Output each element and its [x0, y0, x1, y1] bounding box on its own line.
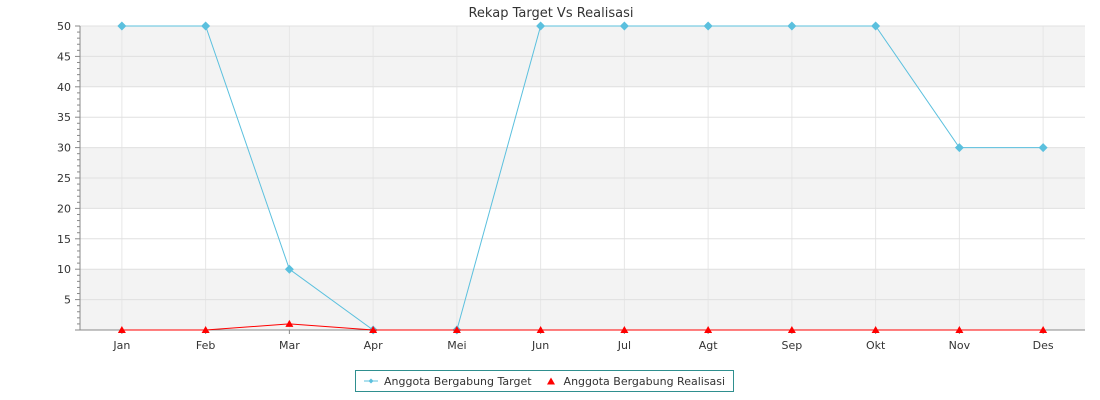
x-tick-label: Des	[1033, 339, 1054, 352]
realisasi-point	[536, 326, 545, 333]
realisasi-point	[201, 326, 210, 333]
realisasi-point	[620, 326, 629, 333]
x-tick-label: Okt	[866, 339, 886, 352]
y-tick-label: 30	[57, 142, 71, 155]
target-point	[117, 21, 127, 31]
y-tick-label: 15	[57, 233, 71, 246]
legend-target-label: Anggota Bergabung Target	[384, 374, 532, 388]
target-point	[787, 21, 797, 31]
y-axis-ticks: 5 10 15 20 25 30 35 40 45 50	[57, 20, 80, 331]
y-tick-label: 40	[57, 81, 71, 94]
target-point	[954, 143, 964, 153]
x-tick-label: Sep	[782, 339, 803, 352]
y-tick-label: 45	[57, 50, 71, 63]
y-tick-label: 5	[64, 294, 71, 307]
x-tick-label: Apr	[364, 339, 384, 352]
target-point	[1038, 143, 1048, 153]
x-tick-label: Jan	[112, 339, 130, 352]
realisasi-point	[452, 326, 461, 333]
y-tick-label: 35	[57, 111, 71, 124]
realisasi-point	[871, 326, 880, 333]
y-tick-label: 50	[57, 20, 71, 33]
legend: Anggota Bergabung Target Anggota Bergabu…	[355, 370, 735, 392]
realisasi-point	[1039, 326, 1048, 333]
series-line-realisasi	[121, 323, 1044, 331]
x-tick-label: Jun	[531, 339, 549, 352]
legend-realisasi-label: Anggota Bergabung Realisasi	[563, 374, 726, 388]
realisasi-point	[704, 326, 713, 333]
legend-item-realisasi[interactable]: Anggota Bergabung Realisasi	[544, 374, 726, 388]
realisasi-point	[787, 326, 796, 333]
y-tick-label: 10	[57, 263, 71, 276]
legend-target-swatch-icon	[364, 378, 378, 384]
y-tick-label: 25	[57, 172, 71, 185]
x-tick-label: Mei	[447, 339, 466, 352]
x-tick-label: Mar	[279, 339, 300, 352]
realisasi-point	[117, 326, 126, 333]
x-axis-ticks: Jan Feb Mar Apr Mei Jun Jul Agt Sep Okt Nov Des	[112, 330, 1054, 352]
realisasi-point	[285, 319, 294, 327]
x-tick-label: Nov	[949, 339, 971, 352]
x-tick-label: Feb	[196, 339, 215, 352]
target-point	[703, 21, 713, 31]
legend-item-target[interactable]: Anggota Bergabung Target	[364, 375, 532, 388]
x-tick-label: Agt	[699, 339, 719, 352]
y-tick-label: 20	[57, 202, 71, 215]
series-line-target	[121, 25, 1044, 331]
target-point	[536, 21, 546, 31]
x-tick-label: Jul	[617, 339, 631, 352]
realisasi-point	[369, 326, 378, 333]
target-point	[619, 21, 629, 31]
series-layer	[117, 21, 1048, 335]
target-point	[201, 21, 211, 31]
realisasi-point	[955, 326, 964, 333]
target-point	[871, 21, 881, 31]
chart-title: Rekap Target Vs Realisasi	[468, 6, 633, 21]
target-point	[284, 264, 294, 274]
legend-realisasi-swatch-icon	[546, 377, 555, 385]
